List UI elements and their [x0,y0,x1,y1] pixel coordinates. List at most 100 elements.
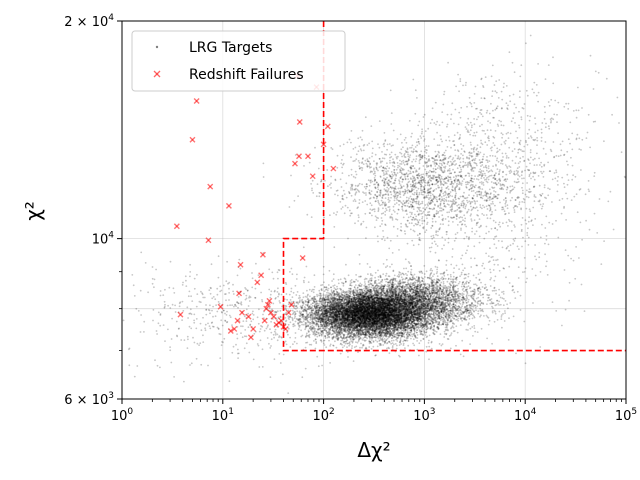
lrg-target-point [372,311,375,313]
lrg-target-point [377,320,379,322]
lrg-target-point [340,315,343,318]
lrg-target-point [342,341,345,344]
lrg-target-point [341,327,344,330]
lrg-target-point [411,298,414,301]
lrg-target-point [331,312,334,315]
lrg-target-point [349,318,352,320]
lrg-target-point [308,288,311,291]
lrg-target-point [323,310,325,313]
lrg-target-point [387,319,390,321]
lrg-target-point [394,319,396,322]
lrg-target-point [394,314,397,316]
lrg-target-point [320,318,323,321]
lrg-target-point [291,309,294,312]
lrg-target-point [363,315,366,318]
lrg-target-point [335,307,338,310]
lrg-target-point [270,338,273,341]
lrg-target-point [395,321,397,324]
lrg-target-point [296,342,298,345]
lrg-target-point [386,304,388,307]
lrg-target-point [379,309,382,312]
lrg-target-point [410,315,413,318]
lrg-target-point [377,298,380,300]
lrg-target-point [413,298,416,300]
lrg-target-point [301,321,303,324]
lrg-target-point [396,318,399,321]
lrg-target-point [371,305,374,308]
lrg-target-point [373,321,376,323]
lrg-target-point [312,318,315,321]
lrg-target-point [322,314,325,317]
lrg-target-point [377,299,380,302]
lrg-target-point [356,305,359,308]
lrg-target-point [324,315,326,318]
lrg-target-point [411,335,414,338]
lrg-target-point [292,291,295,294]
lrg-target-point [424,334,427,336]
lrg-target-point [334,340,336,343]
lrg-target-point [411,304,414,306]
lrg-target-point [362,314,365,317]
lrg-target-point [366,328,369,331]
lrg-target-point [371,321,374,324]
lrg-target-point [379,332,381,335]
lrg-target-point [361,338,364,341]
lrg-target-point [292,323,294,326]
lrg-target-point [392,318,395,320]
lrg-target-point [335,334,338,336]
lrg-target-point [370,309,373,312]
lrg-target-point [342,316,344,319]
lrg-target-point [345,299,348,302]
lrg-target-point [409,311,412,314]
lrg-target-point [291,319,294,322]
lrg-target-point [390,313,393,316]
lrg-target-point [328,321,330,323]
lrg-target-point [394,300,396,303]
lrg-target-point [391,346,394,349]
lrg-target-point [394,303,397,306]
lrg-target-point [393,310,396,313]
lrg-target-point [373,307,376,310]
lrg-target-point [335,319,338,321]
lrg-target-point [334,311,337,313]
lrg-target-point [344,317,347,319]
lrg-target-point [289,321,292,324]
lrg-target-point [304,336,307,338]
lrg-target-point [374,314,377,317]
lrg-target-point [380,297,383,299]
lrg-target-point [363,313,365,316]
lrg-target-point [418,354,420,357]
lrg-target-point [369,316,372,318]
lrg-target-point [385,328,388,331]
lrg-target-point [325,308,328,310]
lrg-target-point [300,329,302,332]
lrg-target-point [352,323,355,326]
lrg-target-point [333,318,336,321]
lrg-target-point [276,333,279,336]
lrg-target-point [340,306,343,309]
lrg-target-point [383,313,386,316]
lrg-target-point [372,317,375,320]
lrg-target-point [402,308,404,311]
lrg-target-point [364,295,366,298]
lrg-target-point [347,306,350,308]
lrg-target-point [334,319,337,321]
lrg-target-point [310,303,312,306]
lrg-target-point [410,337,412,340]
lrg-target-point [321,329,324,332]
lrg-target-point [372,329,374,332]
lrg-target-point [345,313,348,316]
lrg-target-point [258,330,261,333]
lrg-target-point [321,318,324,321]
lrg-target-point [362,317,365,320]
lrg-target-point [350,319,352,322]
lrg-target-point [382,297,385,300]
lrg-target-point [411,306,414,308]
lrg-target-point [355,308,358,311]
lrg-target-point [357,351,359,353]
lrg-target-point [359,318,362,320]
lrg-target-point [329,308,332,311]
lrg-target-point [438,312,440,314]
lrg-target-point [318,309,321,312]
lrg-target-point [438,343,441,345]
